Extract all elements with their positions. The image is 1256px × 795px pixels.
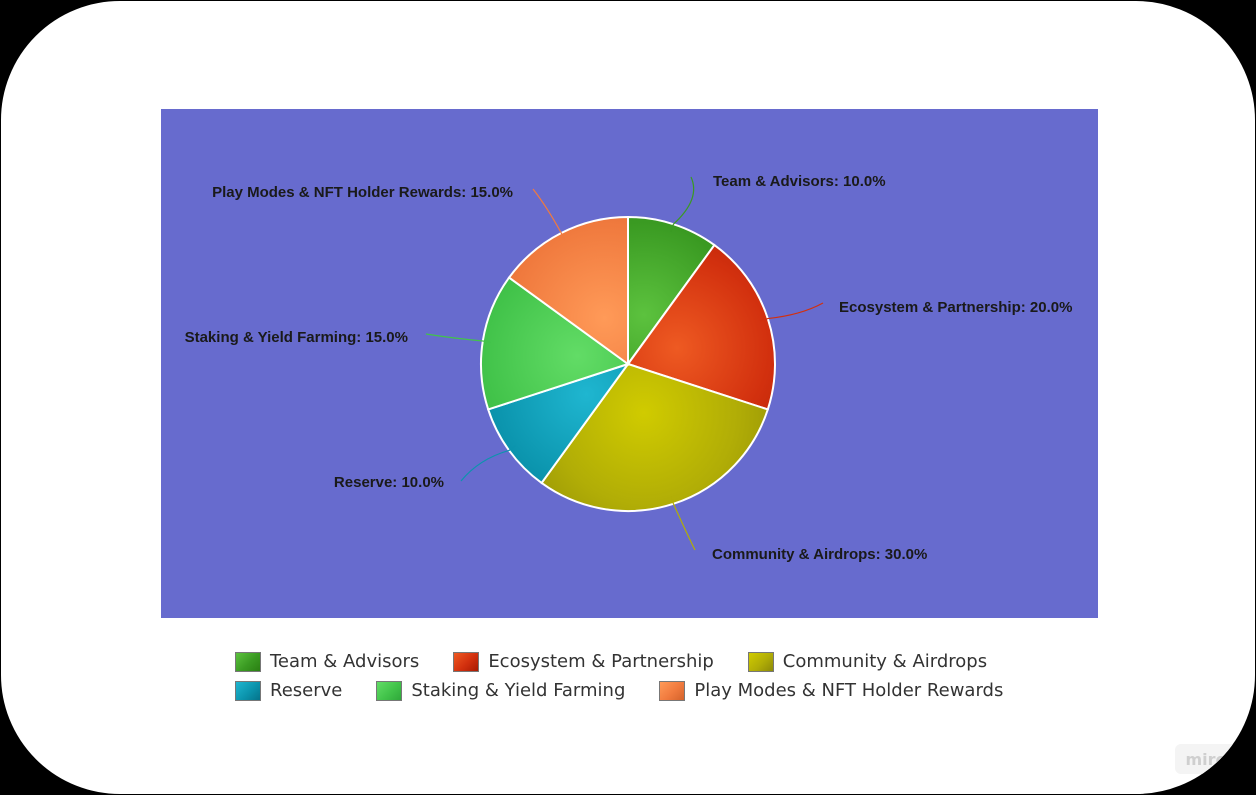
legend-item-reserve[interactable]: Reserve [235,680,342,701]
slice-label-1: Team & Advisors: 10.0% [713,173,886,190]
slice-label-3: Community & Airdrops: 30.0% [712,546,927,563]
legend-label: Ecosystem & Partnership [488,651,714,672]
pie-labels: Team & Advisors: 10.0% Ecosystem & Partne… [185,173,1073,563]
legend-row-2: Reserve Staking & Yield Farming Play Mod… [235,680,1037,701]
connector-line-6 [532,188,566,241]
legend-item-ecosystem-partnership[interactable]: Ecosystem & Partnership [453,651,714,672]
legend-label: Reserve [270,680,343,701]
slice-label-2: Ecosystem & Partnership: 20.0% [839,299,1072,316]
legend-label: Staking & Yield Farming [411,680,626,701]
connector-line-4 [460,445,516,482]
legend-item-staking-yield-farming[interactable]: Staking & Yield Farming [376,680,625,701]
connector-line-5 [425,333,491,343]
legend-swatch [376,680,403,701]
legend-item-team-advisors[interactable]: Team & Advisors [235,651,419,672]
miro-watermark: miro [1175,744,1237,774]
slice-label-6: Play Modes & NFT Holder Rewards: 15.0% [212,184,513,201]
legend-swatch [453,651,480,672]
pie-slices [480,215,776,512]
connector-line-2 [760,302,824,322]
legend-label: Community & Airdrops [782,651,988,672]
connector-line-3 [670,496,696,551]
legend-swatch [659,680,686,701]
plot-area: Team & Advisors: 10.0% Ecosystem & Partne… [161,109,1098,618]
pie-chart: Team & Advisors: 10.0% Ecosystem & Partne… [161,109,1098,618]
legend-item-play-modes-nft[interactable]: Play Modes & NFT Holder Rewards [659,680,1003,701]
slice-label-5: Staking & Yield Farming: 15.0% [185,329,408,346]
slice-label-4: Reserve: 10.0% [334,474,444,491]
legend-swatch [235,680,261,701]
legend-label: Team & Advisors [270,651,420,672]
legend-label: Play Modes & NFT Holder Rewards [694,680,1004,701]
legend-row-1: Team & Advisors Ecosystem & Partnership … [235,651,1021,672]
legend-swatch [235,651,261,672]
legend-item-community-airdrops[interactable]: Community & Airdrops [747,651,988,672]
connector-line-1 [670,176,695,232]
legend-swatch [747,651,774,672]
